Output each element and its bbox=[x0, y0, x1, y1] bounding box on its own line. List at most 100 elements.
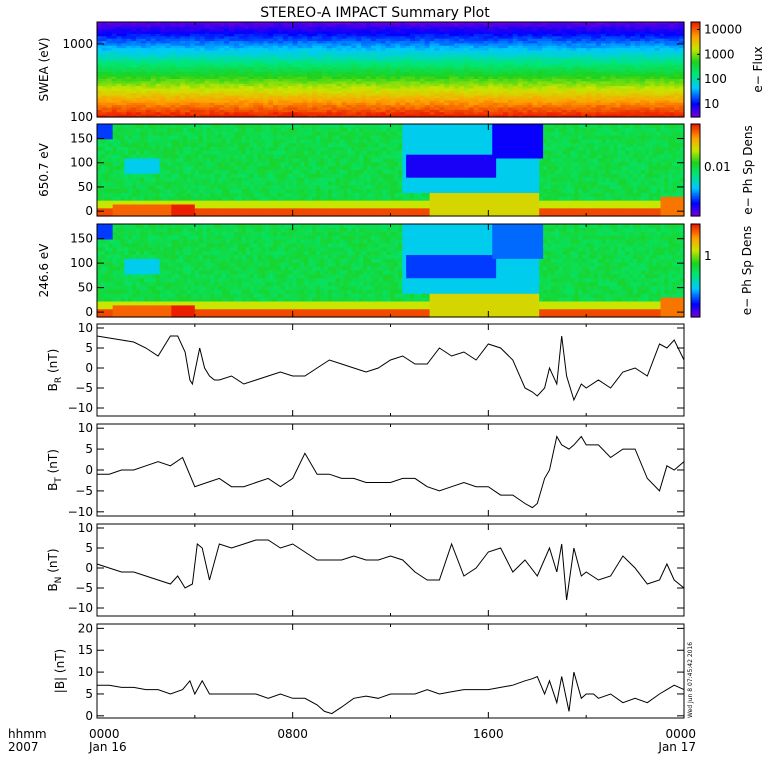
swea-cell bbox=[209, 90, 215, 94]
swea-cell bbox=[400, 57, 406, 61]
swea-cell bbox=[615, 88, 622, 92]
swea-cell bbox=[498, 38, 504, 42]
swea-cell bbox=[243, 31, 250, 35]
swea-cell bbox=[635, 86, 641, 90]
swea-cell bbox=[674, 36, 680, 40]
swea-cell bbox=[131, 90, 137, 94]
swea-cell bbox=[498, 114, 504, 118]
swea-cell bbox=[649, 60, 656, 63]
swea-cell bbox=[145, 90, 152, 94]
swea-cell bbox=[224, 31, 230, 35]
swea-cell bbox=[145, 36, 152, 40]
swea-cell bbox=[429, 22, 436, 25]
swea-cell bbox=[268, 69, 274, 73]
pad_650-cell bbox=[100, 204, 106, 209]
swea-cell bbox=[175, 76, 181, 80]
swea-cell bbox=[551, 36, 558, 40]
swea-cell bbox=[605, 102, 612, 106]
swea-cell bbox=[493, 69, 499, 73]
swea-cell bbox=[429, 64, 436, 68]
swea-cell bbox=[219, 60, 225, 63]
swea-cell bbox=[669, 45, 675, 49]
swea-cell bbox=[214, 52, 220, 56]
swea-cell bbox=[322, 62, 328, 66]
swea-cell bbox=[356, 74, 362, 78]
swea-cell bbox=[268, 109, 274, 113]
swea-cell bbox=[493, 98, 499, 101]
swea-cell bbox=[625, 52, 631, 56]
swea-colorbar-step bbox=[691, 48, 700, 52]
swea-cell bbox=[263, 112, 269, 116]
swea-cell bbox=[189, 36, 196, 40]
swea-cell bbox=[600, 114, 607, 118]
swea-cell bbox=[542, 52, 548, 56]
swea-cell bbox=[370, 112, 377, 116]
swea-cell bbox=[674, 33, 680, 37]
swea-cell bbox=[175, 55, 181, 59]
swea-cell bbox=[547, 64, 553, 68]
swea-cell bbox=[194, 88, 201, 92]
swea-cell bbox=[483, 83, 489, 87]
swea-cell bbox=[532, 93, 538, 97]
swea-cell bbox=[351, 26, 357, 30]
swea-cell bbox=[566, 43, 573, 47]
pad_650-cell bbox=[108, 185, 114, 190]
swea-cell bbox=[586, 69, 592, 73]
swea-cell bbox=[233, 86, 240, 90]
swea-cell bbox=[468, 112, 475, 116]
swea-cell bbox=[126, 81, 132, 85]
swea-cell bbox=[292, 109, 299, 113]
swea-cell bbox=[292, 31, 299, 35]
swea-cell bbox=[444, 52, 450, 56]
swea-cell bbox=[542, 62, 548, 66]
swea-cell bbox=[429, 50, 436, 54]
swea-cell bbox=[238, 33, 245, 37]
swea-cell bbox=[674, 74, 680, 78]
swea-cell bbox=[116, 95, 123, 99]
swea-cell bbox=[341, 69, 348, 73]
swea-cell bbox=[576, 95, 582, 99]
swea-cell bbox=[136, 52, 142, 56]
swea-cell bbox=[620, 29, 626, 33]
swea-cell bbox=[390, 57, 396, 61]
swea-cell bbox=[131, 24, 137, 28]
pad_650-cell bbox=[97, 173, 102, 179]
swea-cell bbox=[175, 71, 181, 75]
swea-cell bbox=[116, 79, 123, 82]
swea-cell bbox=[591, 69, 597, 73]
swea-cell bbox=[659, 88, 666, 92]
swea-cell bbox=[361, 93, 367, 97]
swea-cell bbox=[659, 71, 666, 75]
swea-cell bbox=[620, 57, 626, 61]
swea-cell bbox=[610, 98, 617, 101]
swea-cell bbox=[591, 74, 597, 78]
swea-cell bbox=[126, 55, 132, 59]
swea-cell bbox=[204, 48, 211, 52]
swea-cell bbox=[331, 93, 338, 97]
swea-cell bbox=[145, 81, 152, 85]
swea-cell bbox=[253, 109, 260, 113]
swea-cell bbox=[659, 79, 666, 82]
swea-cell bbox=[263, 86, 269, 90]
swea-cell bbox=[97, 88, 103, 92]
swea-cell bbox=[571, 48, 577, 52]
swea-cell bbox=[287, 33, 294, 37]
swea-cell bbox=[131, 64, 137, 68]
swea-cell bbox=[136, 88, 142, 92]
swea-cell bbox=[679, 45, 685, 49]
swea-cell bbox=[341, 98, 348, 101]
swea-cell bbox=[507, 64, 514, 68]
swea-cell bbox=[605, 107, 612, 111]
swea-cell bbox=[522, 55, 529, 59]
swea-cell bbox=[561, 79, 568, 82]
swea-cell bbox=[547, 67, 553, 71]
pad_650-cell bbox=[97, 185, 102, 190]
swea-cell bbox=[101, 76, 108, 80]
swea-cell bbox=[576, 64, 582, 68]
swea-cell bbox=[679, 114, 685, 118]
swea-cell bbox=[390, 45, 396, 49]
swea-cell bbox=[512, 71, 519, 75]
swea-cell bbox=[581, 57, 587, 61]
swea-cell bbox=[341, 74, 348, 78]
swea-cell bbox=[635, 31, 641, 35]
